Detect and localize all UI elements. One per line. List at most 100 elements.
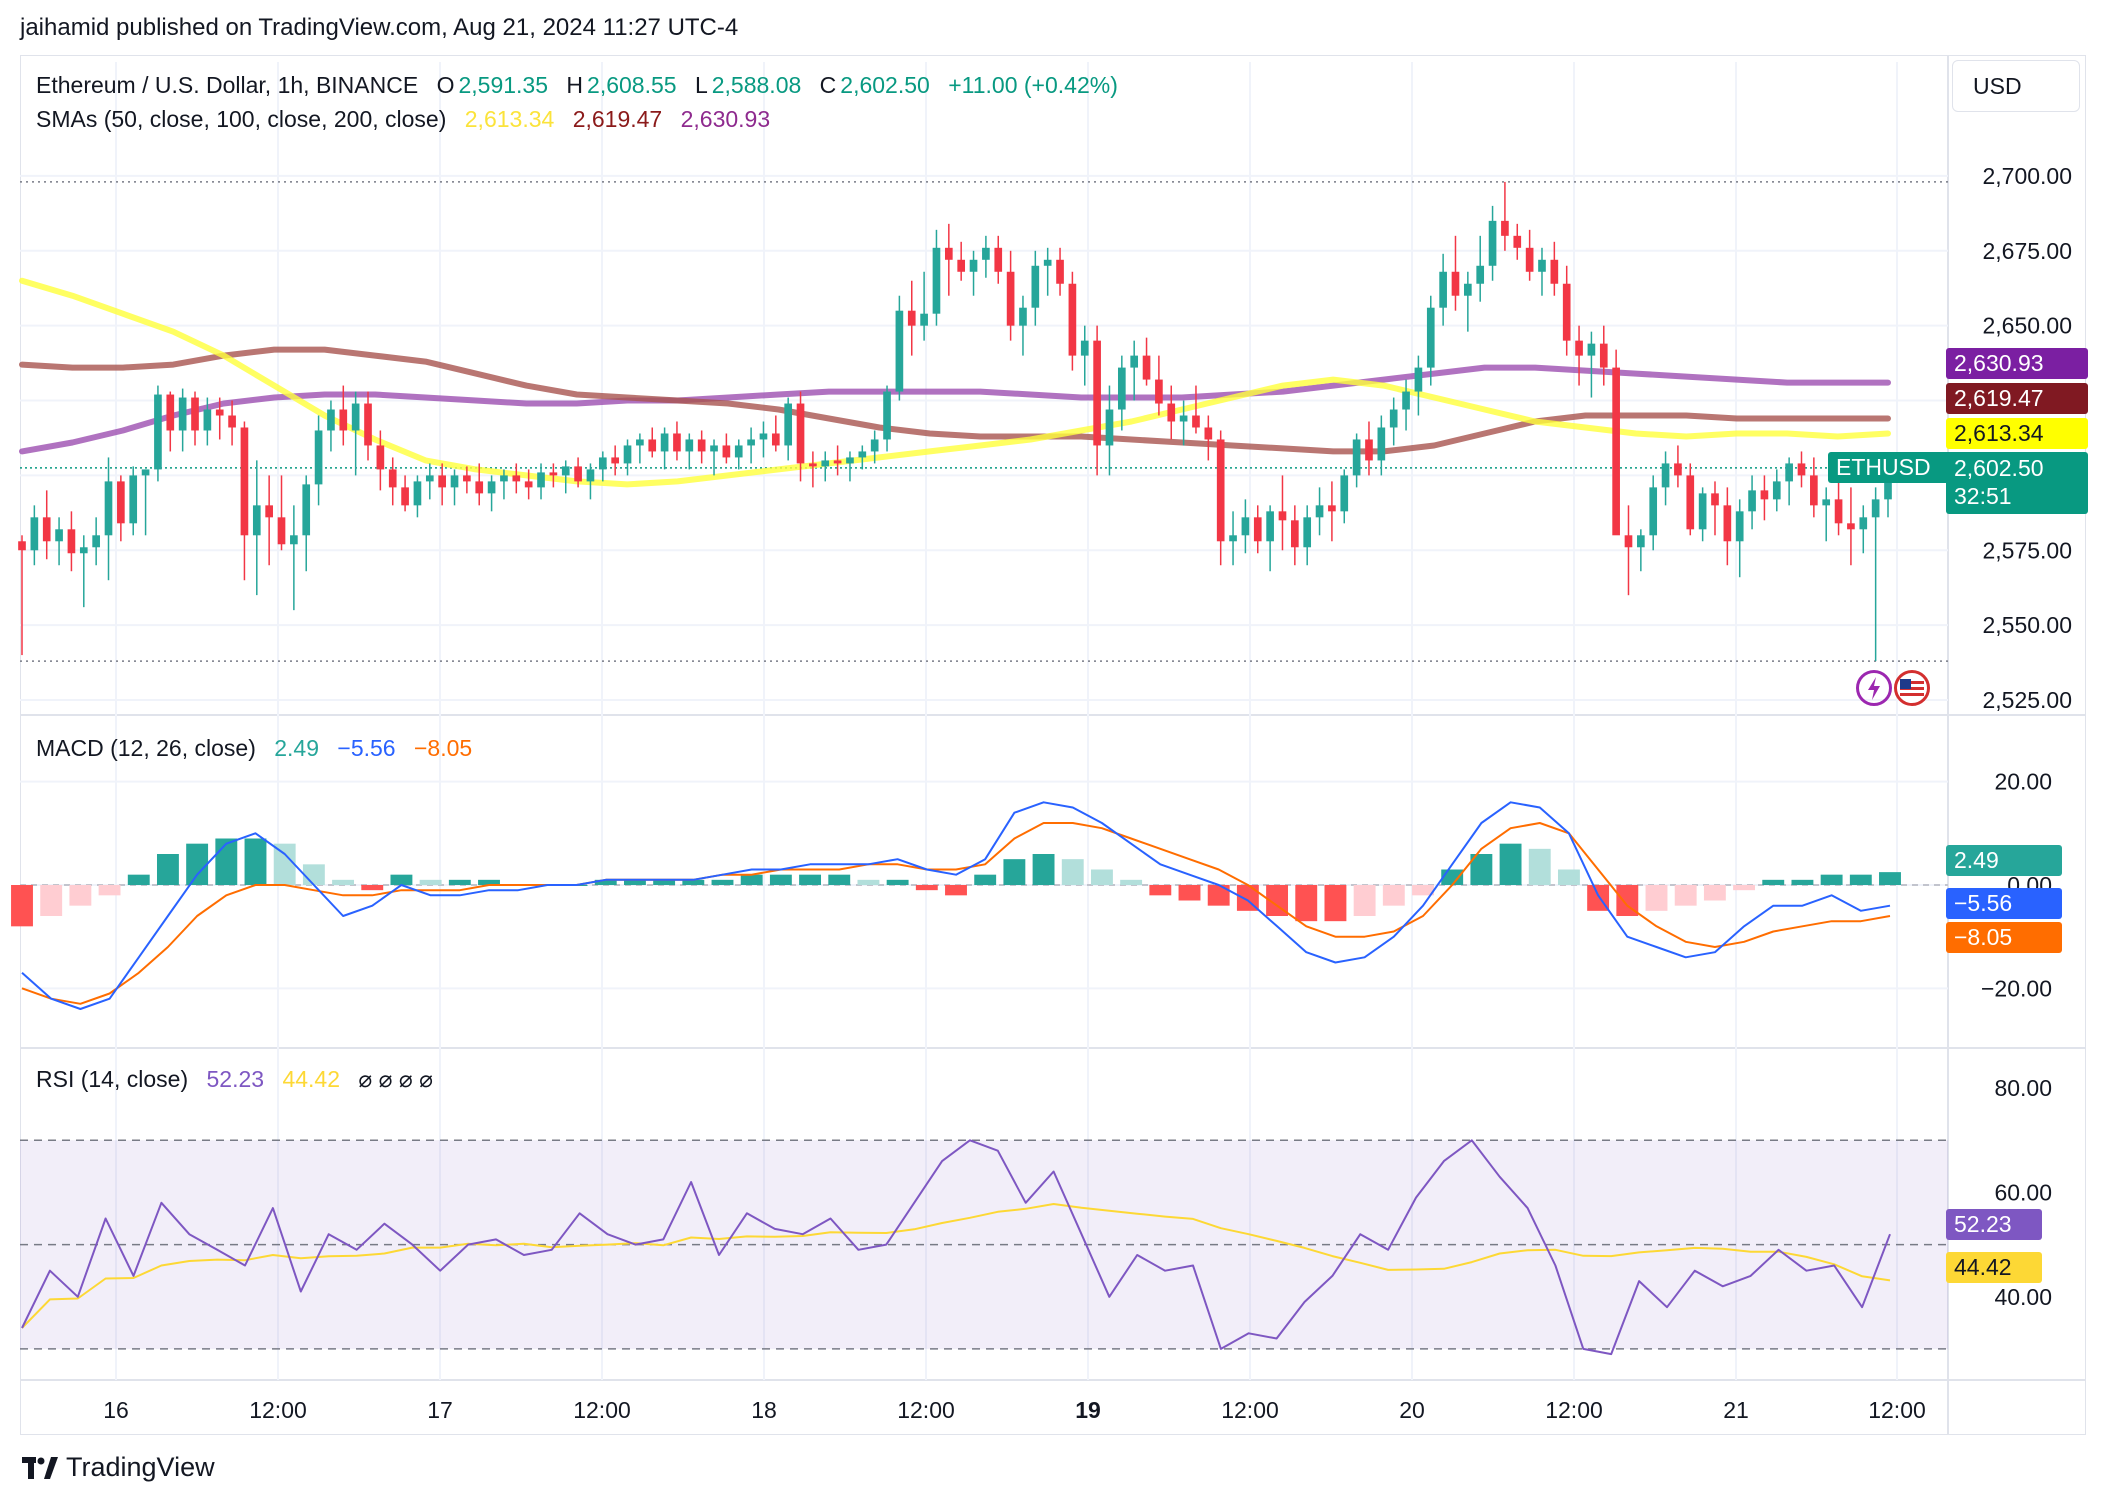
candle-body	[512, 475, 521, 482]
candle-body	[537, 472, 545, 488]
macd-histogram-bar	[1499, 843, 1522, 885]
macd-histogram-bar	[1791, 879, 1814, 885]
macd-histogram-bar	[1061, 859, 1084, 885]
candle-body	[463, 475, 471, 482]
candle-body	[969, 259, 978, 272]
candle-body	[55, 529, 63, 542]
candle-body	[1340, 475, 1349, 512]
change-value: +11.00 (+0.42%)	[948, 72, 1118, 98]
candle-body	[290, 535, 298, 545]
macd-line	[21, 801, 1891, 1010]
x-tick-label: 12:00	[573, 1397, 631, 1423]
price-tick-label: 2,575.00	[1982, 537, 2072, 563]
macd-histogram-bar	[799, 874, 822, 885]
candle-body	[1068, 283, 1077, 356]
macd-histogram-bar	[1645, 885, 1668, 911]
candle-body	[673, 433, 681, 452]
candle-body	[215, 409, 224, 416]
candle-body	[784, 403, 793, 446]
candle-body	[648, 439, 657, 452]
publisher-line: jaihamid published on TradingView.com, A…	[20, 14, 739, 41]
macd-histogram-bar	[1120, 879, 1143, 885]
macd-histogram-bar	[828, 874, 851, 885]
x-tick-label: 12:00	[1221, 1397, 1279, 1423]
candle-body	[67, 529, 76, 554]
price-tick-label: 2,550.00	[1982, 612, 2072, 638]
macd-histogram-bar	[623, 879, 646, 885]
macd-histogram-bar	[419, 879, 442, 885]
macd-histogram-bar	[740, 874, 763, 885]
candle-body	[1834, 499, 1843, 524]
candle-body	[1266, 511, 1274, 542]
candle-body	[1056, 259, 1064, 284]
candle-body	[574, 466, 582, 482]
candle-body	[92, 535, 100, 548]
candle-body	[1192, 415, 1200, 428]
candle-body	[932, 247, 941, 314]
candle-body	[1216, 439, 1225, 542]
candle-body	[42, 517, 51, 542]
macd-histogram-bar	[769, 874, 792, 885]
x-tick-label: 12:00	[1868, 1397, 1926, 1423]
candle-body	[1389, 409, 1398, 428]
x-tick-label: 20	[1399, 1397, 1425, 1423]
macd-histogram-bar	[886, 879, 909, 885]
candle-body	[1513, 235, 1522, 248]
rsi-tick-label: 40.00	[1994, 1284, 2052, 1310]
macd-histogram-bar	[1528, 848, 1551, 885]
candle-body	[1884, 469, 1892, 500]
candle-body	[1303, 517, 1312, 548]
candle-body	[1253, 517, 1262, 542]
sma-legend: SMAs (50, close, 100, close, 200, close)…	[36, 106, 774, 133]
footer-brand-text: TradingView	[66, 1452, 215, 1482]
macd-tick-label: −20.00	[1981, 975, 2052, 1001]
candle-body	[586, 469, 595, 482]
candle-body	[636, 439, 644, 446]
candle-body	[1204, 427, 1213, 440]
rsi-tick-label: 60.00	[1994, 1179, 2052, 1205]
candle-body	[376, 445, 385, 470]
macd-histogram-bar	[332, 879, 355, 885]
candle-body	[1674, 463, 1682, 476]
candle-body	[685, 439, 694, 452]
last-price-badge: 2,602.50 32:51	[1946, 452, 2088, 514]
candle-body	[1315, 505, 1324, 518]
macd-histogram-bar	[11, 885, 33, 927]
macd-histogram-bar	[127, 874, 150, 885]
candle-body	[178, 397, 187, 431]
open-label: O	[436, 72, 455, 98]
rsi-label: RSI (14, close)	[36, 1066, 189, 1092]
macd-histogram-bar	[1674, 885, 1697, 906]
candle-body	[846, 457, 854, 464]
candle-body	[154, 394, 162, 470]
candle-body	[1797, 463, 1806, 476]
footer-brand[interactable]: TradingView	[22, 1452, 215, 1483]
rsi-value: 52.23	[206, 1066, 265, 1092]
candle-body	[314, 430, 323, 485]
candle-body	[734, 445, 743, 458]
macd-histogram-bar	[1149, 885, 1172, 896]
candle-body	[1525, 247, 1534, 272]
currency-selector[interactable]: USD	[1952, 60, 2080, 112]
x-tick-label: 12:00	[897, 1397, 955, 1423]
macd-histogram-bar	[1557, 869, 1580, 885]
candle-body	[982, 247, 990, 260]
candle-body	[1649, 487, 1658, 536]
candle-body	[1723, 505, 1732, 542]
candle-body	[883, 391, 891, 440]
lightning-icon[interactable]	[1856, 670, 1892, 706]
candle-body	[1847, 523, 1855, 530]
candle-body	[1426, 307, 1435, 368]
x-tick-label: 17	[427, 1397, 453, 1423]
us-flag-icon[interactable]	[1894, 670, 1930, 706]
macd-histogram-bar	[478, 879, 500, 885]
candle-body	[339, 409, 348, 431]
candle-body	[141, 469, 150, 476]
sma200-value: 2,630.93	[680, 106, 771, 132]
macd-signal-value: −8.05	[414, 735, 473, 761]
candle-body	[487, 481, 496, 494]
candle-body	[1810, 475, 1818, 506]
candle-body	[944, 247, 953, 260]
macd-histogram-bar	[974, 874, 997, 885]
